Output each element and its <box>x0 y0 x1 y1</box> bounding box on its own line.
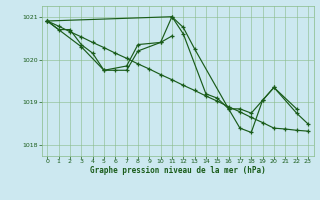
X-axis label: Graphe pression niveau de la mer (hPa): Graphe pression niveau de la mer (hPa) <box>90 166 266 175</box>
